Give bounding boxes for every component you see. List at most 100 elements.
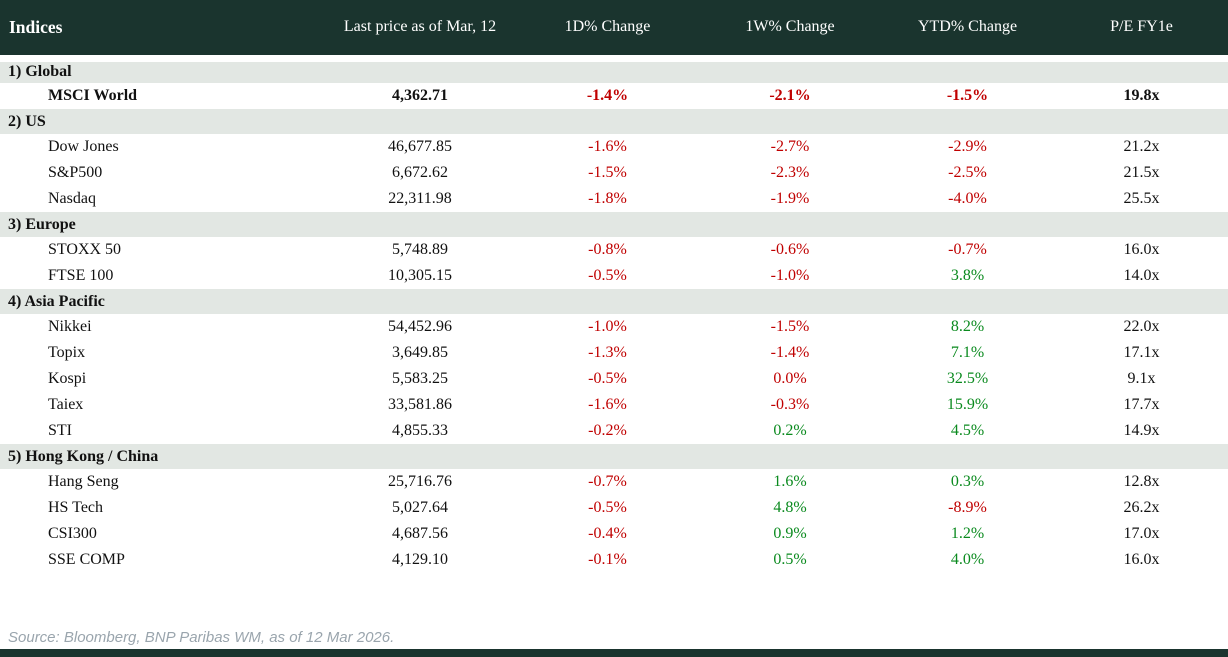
section-label: 1) Global bbox=[0, 58, 1228, 83]
change-ytd-cell: 1.2% bbox=[880, 521, 1055, 547]
pe-cell: 16.0x bbox=[1055, 237, 1228, 263]
bottom-accent-bar bbox=[0, 649, 1228, 657]
index-name-cell: STOXX 50 bbox=[0, 237, 325, 263]
pe-cell: 17.1x bbox=[1055, 340, 1228, 366]
table-body: 1) Global MSCI World 4,362.71 -1.4% -2.1% -1.… bbox=[0, 58, 1228, 573]
change-1d-cell: -0.7% bbox=[515, 469, 700, 495]
pe-cell: 12.8x bbox=[1055, 469, 1228, 495]
change-1d-cell: -0.5% bbox=[515, 366, 700, 392]
index-name-cell: STI bbox=[0, 418, 325, 444]
last-price-cell: 4,687.56 bbox=[325, 521, 515, 547]
change-ytd-cell: 4.0% bbox=[880, 547, 1055, 573]
pe-cell: 16.0x bbox=[1055, 547, 1228, 573]
last-price-cell: 3,649.85 bbox=[325, 340, 515, 366]
change-1w-cell: 0.2% bbox=[700, 418, 880, 444]
change-1d-cell: -1.8% bbox=[515, 186, 700, 212]
index-name-cell: FTSE 100 bbox=[0, 263, 325, 289]
index-row: Kospi 5,583.25 -0.5% 0.0% 32.5% 9.1x bbox=[0, 366, 1228, 392]
last-price-cell: 33,581.86 bbox=[325, 392, 515, 418]
change-1w-cell: 0.9% bbox=[700, 521, 880, 547]
section-row: 2) US bbox=[0, 109, 1228, 134]
last-price-cell: 10,305.15 bbox=[325, 263, 515, 289]
last-price-cell: 6,672.62 bbox=[325, 160, 515, 186]
index-name-cell: Nikkei bbox=[0, 314, 325, 340]
change-ytd-cell: -4.0% bbox=[880, 186, 1055, 212]
change-1w-cell: 1.6% bbox=[700, 469, 880, 495]
index-row: Topix 3,649.85 -1.3% -1.4% 7.1% 17.1x bbox=[0, 340, 1228, 366]
index-name-cell: MSCI World bbox=[0, 83, 325, 109]
last-price-cell: 4,362.71 bbox=[325, 83, 515, 109]
change-ytd-cell: -0.7% bbox=[880, 237, 1055, 263]
change-1w-cell: 0.0% bbox=[700, 366, 880, 392]
pe-cell: 21.5x bbox=[1055, 160, 1228, 186]
index-row: SSE COMP 4,129.10 -0.1% 0.5% 4.0% 16.0x bbox=[0, 547, 1228, 573]
section-row: 1) Global bbox=[0, 58, 1228, 83]
last-price-cell: 4,855.33 bbox=[325, 418, 515, 444]
section-label: 5) Hong Kong / China bbox=[0, 444, 1228, 469]
change-ytd-cell: 7.1% bbox=[880, 340, 1055, 366]
last-price-cell: 5,027.64 bbox=[325, 495, 515, 521]
change-1w-cell: -1.9% bbox=[700, 186, 880, 212]
index-row: Hang Seng 25,716.76 -0.7% 1.6% 0.3% 12.8x bbox=[0, 469, 1228, 495]
column-header-1d-change: 1D% Change bbox=[515, 0, 700, 62]
pe-cell: 14.0x bbox=[1055, 263, 1228, 289]
change-1d-cell: -1.6% bbox=[515, 392, 700, 418]
index-name-cell: Dow Jones bbox=[0, 134, 325, 160]
index-row: STI 4,855.33 -0.2% 0.2% 4.5% 14.9x bbox=[0, 418, 1228, 444]
section-label: 4) Asia Pacific bbox=[0, 289, 1228, 314]
column-header-ytd-change: YTD% Change bbox=[880, 0, 1055, 62]
change-ytd-cell: 15.9% bbox=[880, 392, 1055, 418]
indices-table: Indices Last price as of Mar, 12 1D% Cha… bbox=[0, 0, 1228, 573]
change-1w-cell: 4.8% bbox=[700, 495, 880, 521]
change-1w-cell: -1.0% bbox=[700, 263, 880, 289]
pe-cell: 17.0x bbox=[1055, 521, 1228, 547]
change-ytd-cell: -1.5% bbox=[880, 83, 1055, 109]
section-row: 3) Europe bbox=[0, 212, 1228, 237]
change-ytd-cell: 32.5% bbox=[880, 366, 1055, 392]
section-row: 5) Hong Kong / China bbox=[0, 444, 1228, 469]
index-name-cell: HS Tech bbox=[0, 495, 325, 521]
change-1d-cell: -0.8% bbox=[515, 237, 700, 263]
pe-cell: 19.8x bbox=[1055, 83, 1228, 109]
index-row: STOXX 50 5,748.89 -0.8% -0.6% -0.7% 16.0x bbox=[0, 237, 1228, 263]
source-note: Source: Bloomberg, BNP Paribas WM, as of… bbox=[8, 629, 395, 646]
index-name-cell: Taiex bbox=[0, 392, 325, 418]
change-1d-cell: -0.1% bbox=[515, 547, 700, 573]
section-label: 2) US bbox=[0, 109, 1228, 134]
pe-cell: 25.5x bbox=[1055, 186, 1228, 212]
last-price-cell: 46,677.85 bbox=[325, 134, 515, 160]
pe-cell: 17.7x bbox=[1055, 392, 1228, 418]
change-1w-cell: -0.3% bbox=[700, 392, 880, 418]
last-price-cell: 5,748.89 bbox=[325, 237, 515, 263]
pe-cell: 26.2x bbox=[1055, 495, 1228, 521]
change-ytd-cell: -2.9% bbox=[880, 134, 1055, 160]
section-row: 4) Asia Pacific bbox=[0, 289, 1228, 314]
index-name-cell: CSI300 bbox=[0, 521, 325, 547]
section-label: 3) Europe bbox=[0, 212, 1228, 237]
index-row: MSCI World 4,362.71 -1.4% -2.1% -1.5% 19.8x bbox=[0, 83, 1228, 109]
column-header-1w-change: 1W% Change bbox=[700, 0, 880, 62]
index-row: Nasdaq 22,311.98 -1.8% -1.9% -4.0% 25.5x bbox=[0, 186, 1228, 212]
index-row: Taiex 33,581.86 -1.6% -0.3% 15.9% 17.7x bbox=[0, 392, 1228, 418]
index-row: FTSE 100 10,305.15 -0.5% -1.0% 3.8% 14.0x bbox=[0, 263, 1228, 289]
pe-cell: 14.9x bbox=[1055, 418, 1228, 444]
change-ytd-cell: 0.3% bbox=[880, 469, 1055, 495]
pe-cell: 9.1x bbox=[1055, 366, 1228, 392]
pe-cell: 22.0x bbox=[1055, 314, 1228, 340]
change-1d-cell: -1.3% bbox=[515, 340, 700, 366]
column-header-indices: Indices bbox=[0, 0, 325, 62]
change-1w-cell: -2.3% bbox=[700, 160, 880, 186]
last-price-cell: 4,129.10 bbox=[325, 547, 515, 573]
index-row: S&P500 6,672.62 -1.5% -2.3% -2.5% 21.5x bbox=[0, 160, 1228, 186]
change-1d-cell: -0.5% bbox=[515, 263, 700, 289]
change-1d-cell: -1.6% bbox=[515, 134, 700, 160]
index-name-cell: S&P500 bbox=[0, 160, 325, 186]
change-1d-cell: -0.2% bbox=[515, 418, 700, 444]
change-ytd-cell: 8.2% bbox=[880, 314, 1055, 340]
change-ytd-cell: 4.5% bbox=[880, 418, 1055, 444]
change-1w-cell: -2.7% bbox=[700, 134, 880, 160]
change-1d-cell: -1.5% bbox=[515, 160, 700, 186]
index-name-cell: SSE COMP bbox=[0, 547, 325, 573]
index-name-cell: Kospi bbox=[0, 366, 325, 392]
